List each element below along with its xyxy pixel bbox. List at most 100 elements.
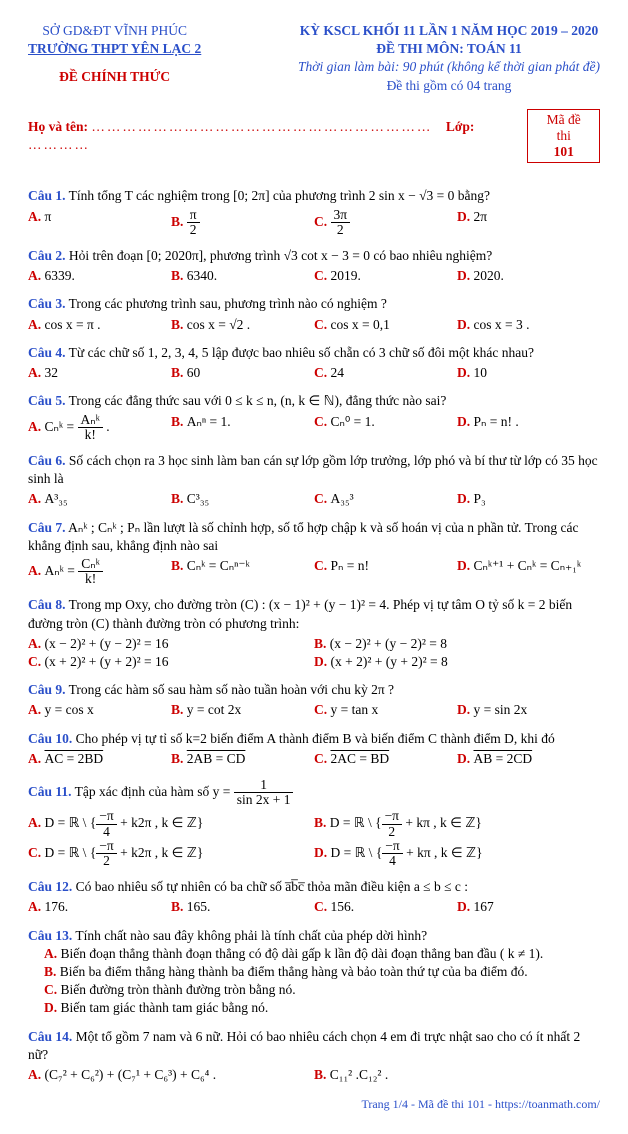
q9-C-key: C. [314,702,331,717]
q7-A-den: k! [78,572,103,586]
q8-text: Trong mp Oxy, cho đường tròn (C) : (x − … [28,597,572,630]
q6-C-key: C. [314,491,331,506]
q7-C-key: C. [314,558,331,573]
q13-D-key: D. [44,1000,61,1015]
q11-B-pre: D = ℝ \ [330,815,372,830]
q5-label: Câu 5. [28,393,66,408]
footer-text: Trang 1/4 - Mã đề thi 101 - https://toan… [28,1096,600,1112]
q14-label: Câu 14. [28,1029,72,1044]
name-dots: ………………………………………………………… [91,119,432,134]
q1-C-num: 3π [331,208,351,223]
q11-D-post: + kπ , k ∈ ℤ [403,845,476,860]
q10-C-key: C. [314,751,331,766]
q2-C-key: C. [314,268,331,283]
q11-yden: sin 2x + 1 [234,793,294,807]
q9-label: Câu 9. [28,682,66,697]
q1-label: Câu 1. [28,188,66,203]
q12-B-key: B. [171,899,187,914]
q9-D: y = sin 2x [474,702,528,717]
q11-A-den: 4 [96,825,116,839]
exam-code-box: Mã đề thi 101 [527,109,600,164]
q12-D-key: D. [457,899,474,914]
q10-B-key: B. [171,751,187,766]
q8-D-key: D. [314,654,331,669]
q2-B: 6340. [187,268,217,283]
q4-C-key: C. [314,365,331,380]
q10-A-key: A. [28,751,45,766]
q14-text: Một tổ gồm 7 nam và 6 nữ. Hỏi có bao nhi… [28,1029,580,1062]
q8-B: (x − 2)² + (y − 2)² = 8 [330,636,447,651]
q3-text: Trong các phương trình sau, phương trình… [69,296,387,311]
q2-A-key: A. [28,268,45,283]
q4-D-key: D. [457,365,474,380]
code-value: 101 [538,144,589,160]
q8-B-key: B. [314,636,330,651]
q8-D: (x + 2)² + (y + 2)² = 8 [331,654,448,669]
q12-C: 156. [331,899,355,914]
q4-A: 32 [45,365,59,380]
q11-D-num: −π [382,839,402,854]
q9-A-key: A. [28,702,45,717]
q12-D: 167 [474,899,494,914]
q2-D-key: D. [457,268,474,283]
q6-text: Số cách chọn ra 3 học sinh làm ban cán s… [28,453,598,486]
q12-B: 165. [187,899,211,914]
q13-text: Tính chất nào sau đây không phải là tính… [75,928,427,943]
q12-A: 176. [45,899,69,914]
q14-B-key: B. [314,1067,330,1082]
q9-D-key: D. [457,702,474,717]
q3-D: cos x = 3 . [474,317,530,332]
q9-text: Trong các hàm số sau hàm số nào tuần hoà… [69,682,394,697]
q2-C: 2019. [331,268,361,283]
q10-A: AC = 2BD [45,751,104,766]
official-label: ĐỀ CHÍNH THỨC [28,68,201,86]
q6-C: A₃₅³ [331,491,354,506]
q13-C-key: C. [44,982,61,997]
q11-C-pre: D = ℝ \ [45,845,87,860]
q13-B: Biến ba điểm thẳng hàng thành ba điểm th… [60,964,528,979]
q7-A-lhs: Aₙᵏ = [45,563,75,578]
q11-B-den: 2 [382,825,402,839]
q2-A: 6339. [45,268,75,283]
q11-B-post: + kπ , k ∈ ℤ [402,815,475,830]
q11-A-post: + k2π , k ∈ ℤ [117,815,197,830]
q9-A: y = cos x [45,702,94,717]
q7-A-key: A. [28,563,45,578]
q11-C-post: + k2π , k ∈ ℤ [117,845,197,860]
q10-text: Cho phép vị tự tỉ số k=2 biến điểm A thà… [76,731,555,746]
q4-B-key: B. [171,365,187,380]
q2-B-key: B. [171,268,187,283]
q6-B-key: B. [171,491,187,506]
exam-title: KỲ KSCL KHỐI 11 LẦN 1 NĂM HỌC 2019 – 202… [298,22,600,40]
q11-B-key: B. [314,815,330,830]
q7-text: Aₙᵏ ; Cₙᵏ ; Pₙ lần lượt là số chỉnh hợp,… [28,520,578,553]
q11-C-key: C. [28,845,45,860]
q13-label: Câu 13. [28,928,72,943]
q7-D: Cₙᵏ⁺¹ + Cₙᵏ = Cₙ₊₁ᵏ [474,558,582,573]
q1-text: Tính tổng T các nghiệm trong [0; 2π] của… [69,188,490,203]
q14-B: C₁₁² .C₁₂² . [330,1067,388,1082]
header-left: SỞ GD&ĐT VĨNH PHÚC TRƯỜNG THPT YÊN LẠC 2… [28,22,201,87]
q12-A-key: A. [28,899,45,914]
q5-C-key: C. [314,414,331,429]
q5-A-num: Aₙᵏ [78,413,103,428]
q1-B-key: B. [171,213,187,228]
q13-D: Biến tam giác thành tam giác bằng nó. [61,1000,269,1015]
subject-line: ĐỀ THI MÔN: TOÁN 11 [298,40,600,58]
q12-text: Có bao nhiêu số tự nhiên có ba chữ số a̅… [76,879,468,894]
name-label: Họ và tên: [28,119,88,134]
q4-label: Câu 4. [28,345,66,360]
q10-D-key: D. [457,751,474,766]
q14-A-key: A. [28,1067,45,1082]
q1-D: 2π [474,209,488,224]
q3-D-key: D. [457,317,474,332]
q1-B-den: 2 [187,223,200,237]
q2-label: Câu 2. [28,248,66,263]
q4-B: 60 [187,365,201,380]
q1-C-den: 2 [331,223,351,237]
q3-C-key: C. [314,317,331,332]
q7-A-num: Cₙᵏ [78,557,103,572]
q6-label: Câu 6. [28,453,66,468]
time-line: Thời gian làm bài: 90 phút (không kể thờ… [298,58,600,76]
q9-B-key: B. [171,702,187,717]
